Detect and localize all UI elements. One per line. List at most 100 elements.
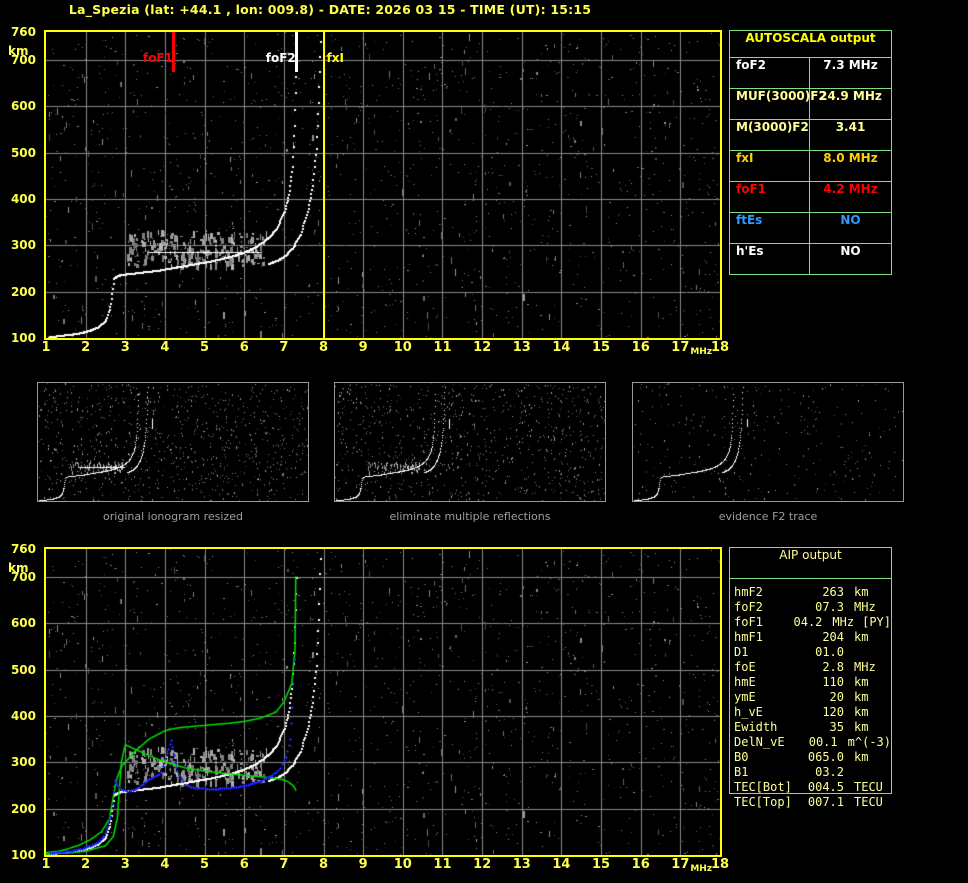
autoscala-row: ftEs NO bbox=[730, 213, 891, 244]
autoscala-key: fxI bbox=[730, 151, 810, 181]
y-tick-label: 500 bbox=[10, 662, 36, 677]
aip-row: TEC[Top] 007.1 TECU bbox=[734, 795, 891, 810]
thumb-f2-trace[interactable] bbox=[632, 382, 904, 502]
aip-row: ymE 20 km bbox=[734, 690, 891, 705]
y-axis-unit: km bbox=[8, 561, 29, 575]
aip-param-unit: km bbox=[854, 630, 869, 644]
y-tick-label: 600 bbox=[10, 99, 36, 114]
thumb-original-caption: original ionogram resized bbox=[103, 510, 243, 523]
y-tick-label: 760 bbox=[10, 25, 36, 39]
aip-param-value: 065.0 bbox=[807, 750, 844, 764]
aip-param-name: D1 bbox=[734, 645, 749, 659]
x-axis-unit: MHz bbox=[690, 347, 713, 357]
aip-param-unit bbox=[844, 645, 854, 660]
autoscala-value: NO bbox=[840, 213, 861, 227]
y-tick-label: 300 bbox=[10, 755, 36, 770]
autoscala-title: AUTOSCALA output bbox=[730, 31, 891, 58]
thumb-no-multiples[interactable] bbox=[334, 382, 606, 502]
aip-param-value: 110 bbox=[822, 675, 844, 689]
aip-param-name: hmF1 bbox=[734, 630, 763, 644]
marker-label-fof1: foF1 bbox=[142, 51, 173, 65]
aip-param-unit: TECU bbox=[854, 795, 883, 809]
aip-row: D1 01.0 bbox=[734, 645, 891, 660]
y-tick-label: 200 bbox=[10, 284, 36, 299]
x-tick-label: 10 bbox=[393, 857, 412, 872]
autoscala-value: 4.2 MHz bbox=[823, 182, 878, 196]
marker-label-fxi: fxI bbox=[326, 51, 344, 65]
aip-param-name: h_vE bbox=[734, 705, 763, 719]
aip-param-value: 01.0 bbox=[815, 645, 844, 659]
aip-ionogram-plot[interactable] bbox=[44, 547, 722, 857]
y-tick-label: 400 bbox=[10, 708, 36, 723]
main-ionogram-plot[interactable]: foF1 foF2 fxI bbox=[44, 30, 722, 340]
aip-row: foF1 04.2 MHz [PY] bbox=[734, 615, 891, 630]
aip-param-name: foF2 bbox=[734, 600, 763, 614]
x-tick-label: 8 bbox=[318, 857, 329, 872]
marker-line-fxi bbox=[322, 32, 325, 338]
x-tick-label: 4 bbox=[160, 857, 170, 872]
autoscala-row: foF1 4.2 MHz bbox=[730, 182, 891, 213]
autoscala-panel: AUTOSCALA output foF2 7.3 MHz MUF(3000)F2 2… bbox=[729, 30, 892, 275]
y-tick-label: 700 bbox=[10, 569, 36, 584]
x-tick-label: 15 bbox=[592, 340, 611, 355]
y-tick-label: 100 bbox=[10, 331, 36, 345]
aip-param-unit: km bbox=[854, 705, 869, 719]
x-tick-label: 3 bbox=[120, 340, 130, 355]
aip-param-value: 35 bbox=[829, 720, 844, 734]
autoscala-row: M(3000)F2 3.41 bbox=[730, 120, 891, 151]
y-tick-label: 100 bbox=[10, 848, 36, 862]
x-tick-label: 15 bbox=[592, 857, 611, 872]
x-tick-label: 3 bbox=[120, 857, 130, 872]
autoscala-key: ftEs bbox=[730, 213, 810, 243]
aip-param-flag: [PY] bbox=[862, 615, 891, 629]
aip-param-name: hmF2 bbox=[734, 585, 763, 599]
aip-row: foF2 07.3 MHz bbox=[734, 600, 891, 615]
x-tick-label: 16 bbox=[631, 340, 650, 355]
x-tick-label: 8 bbox=[318, 340, 329, 355]
aip-row: h_vE 120 km bbox=[734, 705, 891, 720]
thumb-original[interactable] bbox=[37, 382, 309, 502]
x-tick-label: 14 bbox=[552, 340, 571, 355]
autoscala-value: 7.3 MHz bbox=[823, 58, 878, 72]
autoscala-key: foF2 bbox=[730, 58, 810, 88]
aip-param-name: ymE bbox=[734, 690, 756, 704]
x-tick-label: 12 bbox=[473, 340, 492, 355]
y-tick-label: 700 bbox=[10, 52, 36, 67]
autoscala-value: NO bbox=[840, 244, 861, 258]
aip-param-value: 004.5 bbox=[807, 780, 844, 794]
aip-param-unit: km bbox=[854, 690, 869, 704]
aip-param-unit: km bbox=[854, 720, 869, 734]
y-tick-label: 400 bbox=[10, 191, 36, 206]
aip-param-value: 120 bbox=[822, 705, 844, 719]
x-tick-label: 11 bbox=[433, 340, 452, 355]
x-tick-label: 9 bbox=[358, 340, 368, 355]
aip-param-name: hmE bbox=[734, 675, 756, 689]
autoscala-row: MUF(3000)F2 24.9 MHz bbox=[730, 89, 891, 120]
x-tick-label: 13 bbox=[512, 857, 531, 872]
autoscala-value: 8.0 MHz bbox=[823, 151, 878, 165]
autoscala-key: foF1 bbox=[730, 182, 810, 212]
marker-line-fof1 bbox=[171, 32, 175, 72]
aip-param-name: foF1 bbox=[734, 615, 763, 629]
x-tick-label: 5 bbox=[200, 857, 210, 872]
y-tick-label: 500 bbox=[10, 145, 36, 160]
aip-param-unit: MHz bbox=[854, 600, 876, 614]
x-tick-label: 18 bbox=[710, 340, 730, 355]
x-tick-label: 14 bbox=[552, 857, 571, 872]
aip-param-value: 204 bbox=[822, 630, 844, 644]
x-tick-label: 12 bbox=[473, 857, 492, 872]
aip-param-value: 07.3 bbox=[815, 600, 844, 614]
x-tick-label: 6 bbox=[239, 857, 249, 872]
x-tick-label: 13 bbox=[512, 340, 531, 355]
thumb-f2-trace-caption: evidence F2 trace bbox=[718, 510, 818, 523]
x-tick-label: 11 bbox=[433, 857, 452, 872]
autoscala-value: 24.9 MHz bbox=[819, 89, 882, 103]
aip-param-unit bbox=[844, 765, 854, 780]
aip-param-name: TEC[Top] bbox=[734, 795, 792, 809]
marker-label-fof2: foF2 bbox=[265, 51, 296, 65]
aip-row: B1 03.2 bbox=[734, 765, 891, 780]
x-tick-label: 1 bbox=[41, 340, 51, 355]
aip-param-unit: MHz bbox=[832, 615, 855, 629]
x-tick-label: 10 bbox=[393, 340, 412, 355]
